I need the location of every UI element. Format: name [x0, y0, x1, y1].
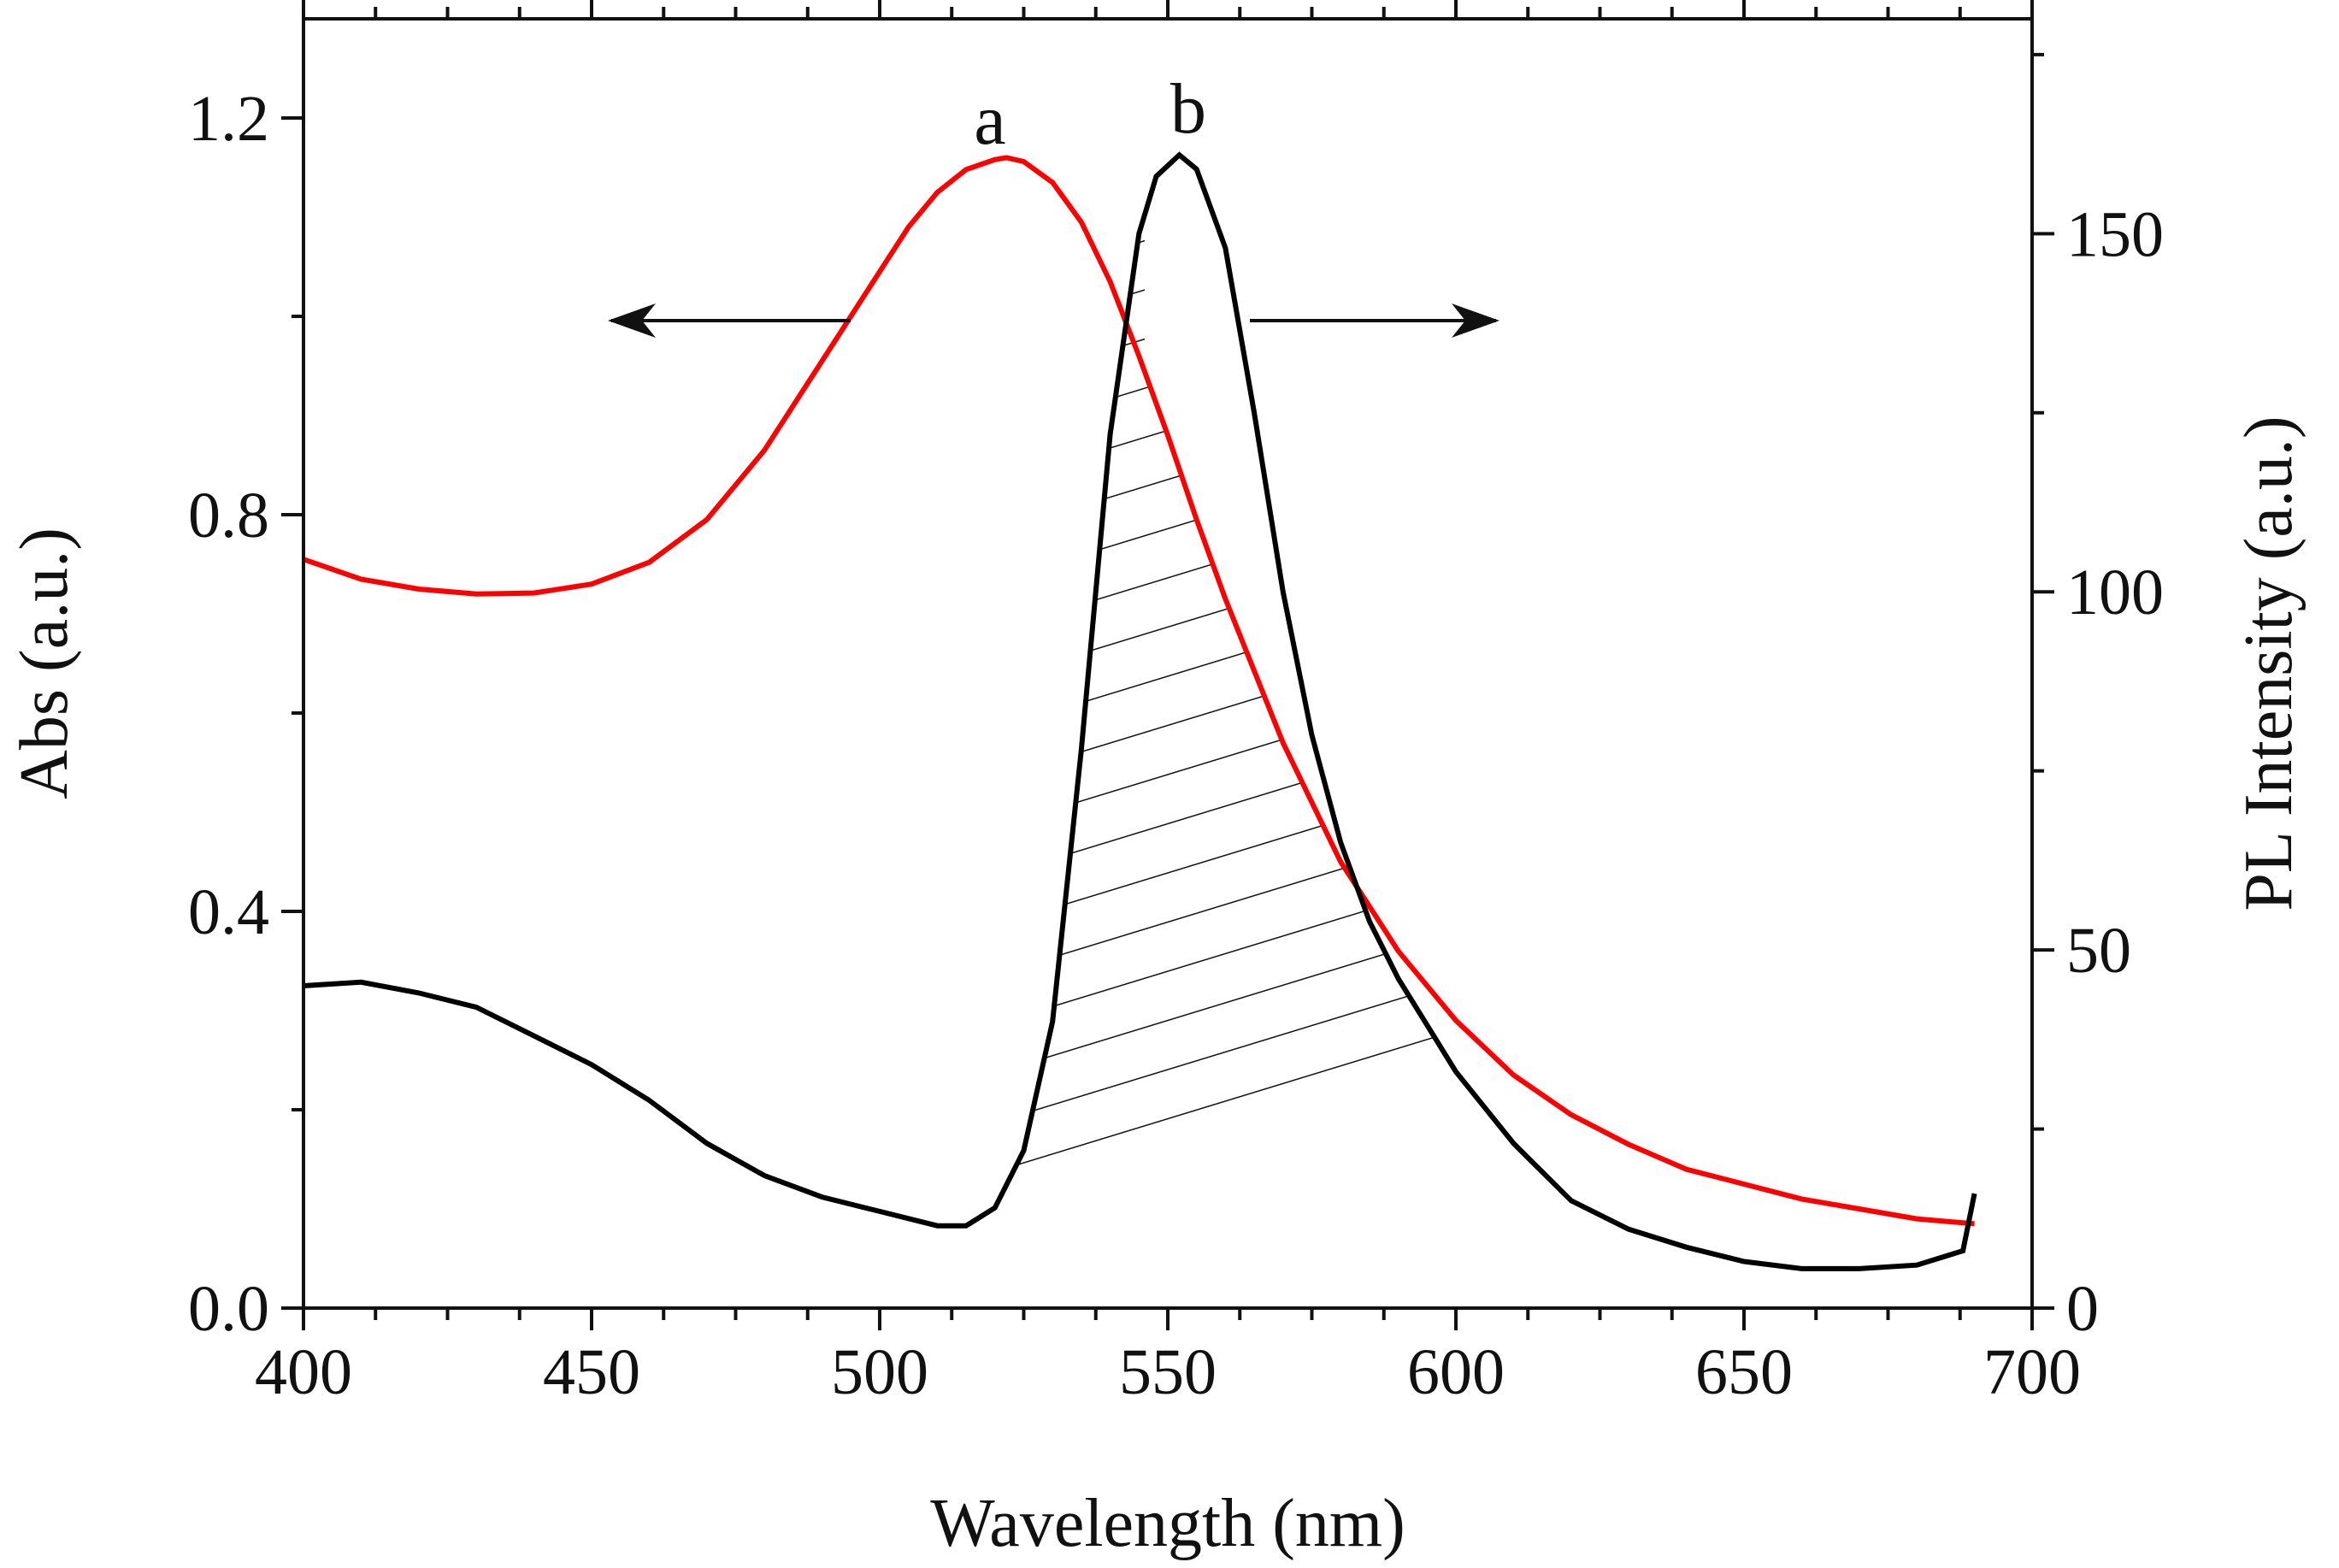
x-tick-label: 400	[255, 1336, 352, 1408]
curve-a-label: a	[974, 80, 1005, 160]
x-tick-label: 450	[543, 1336, 640, 1408]
x-axis-ticks: 400 450 500 550 600 650 700	[255, 0, 2081, 1408]
y-left-tick-label: 0.8	[188, 480, 269, 551]
y-right-tick-label: 50	[2066, 915, 2131, 987]
y-left-tick-label: 0.4	[188, 876, 269, 948]
y-right-tick-label: 150	[2066, 198, 2164, 270]
y-left-tick-label: 0.0	[188, 1273, 269, 1345]
series-a-absorbance-line	[303, 155, 1975, 1227]
x-tick-label: 550	[1119, 1336, 1217, 1408]
y-right-tick-label: 100	[2066, 557, 2164, 628]
y-right-axis-ticks: 0 50 100 150	[2032, 52, 2164, 1345]
x-tick-label: 650	[1695, 1336, 1793, 1408]
curve-b-label: b	[1170, 69, 1206, 149]
y-left-axis-title: Abs (a.u.)	[7, 528, 82, 799]
overlap-hatched-region	[994, 214, 1456, 1208]
series-b-pl-line	[303, 151, 1977, 1271]
y-right-tick-label: 0	[2066, 1273, 2099, 1345]
y-left-tick-label: 1.2	[188, 83, 269, 155]
y-right-axis-title: PL Intensity (a.u.)	[2231, 416, 2307, 911]
y-left-axis-ticks: 0.0 0.4 0.8 1.2	[188, 83, 303, 1345]
x-tick-label: 500	[831, 1336, 928, 1408]
x-tick-label: 600	[1407, 1336, 1505, 1408]
x-axis-title: Wavelength (nm)	[930, 1486, 1405, 1561]
x-tick-label: 700	[1983, 1336, 2081, 1408]
